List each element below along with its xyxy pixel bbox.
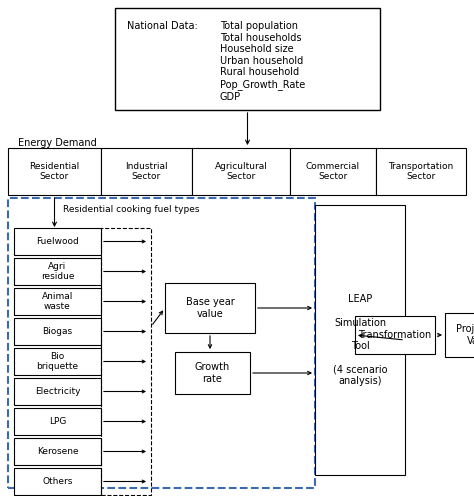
Text: Growth
rate: Growth rate [195, 362, 230, 384]
Text: Animal
waste: Animal waste [42, 292, 73, 311]
Bar [175, 352, 250, 394]
Bar [14, 258, 101, 285]
Text: LEAP

Simulation

Tool

(4 scenario
analysis): LEAP Simulation Tool (4 scenario analysi… [333, 295, 387, 385]
Text: Bio
briquette: Bio briquette [36, 352, 79, 371]
Text: Fuelwood: Fuelwood [36, 237, 79, 246]
Text: Energy Demand: Energy Demand [18, 138, 97, 148]
Bar [14, 348, 101, 375]
Text: Electricity: Electricity [35, 387, 80, 396]
Text: Residential
Sector: Residential Sector [29, 162, 80, 181]
Bar [14, 408, 101, 435]
Text: Transportation
Sector: Transportation Sector [388, 162, 454, 181]
Text: Residential cooking fuel types: Residential cooking fuel types [63, 205, 200, 214]
Bar [192, 148, 290, 195]
Bar [445, 313, 474, 357]
Bar [14, 468, 101, 495]
Bar [315, 205, 405, 475]
Text: Biogas: Biogas [43, 327, 73, 336]
Text: Base year
value: Base year value [186, 297, 234, 319]
Text: Transformation: Transformation [358, 330, 432, 340]
Text: Agri
residue: Agri residue [41, 262, 74, 281]
Text: Industrial
Sector: Industrial Sector [125, 162, 168, 181]
Bar [14, 228, 101, 255]
Bar [355, 316, 435, 354]
Text: Kerosene: Kerosene [36, 447, 78, 456]
Bar [14, 288, 101, 315]
Bar [165, 283, 255, 333]
Bar [14, 318, 101, 345]
Text: Commercial
Sector: Commercial Sector [306, 162, 360, 181]
Bar [101, 148, 192, 195]
Bar [14, 438, 101, 465]
Bar [8, 148, 101, 195]
Bar [376, 148, 466, 195]
Text: Projection
Value: Projection Value [456, 324, 474, 346]
Bar [115, 8, 380, 110]
Text: LPG: LPG [49, 417, 66, 426]
Bar [101, 228, 151, 495]
Text: National Data:: National Data: [127, 21, 198, 31]
Text: Others: Others [42, 477, 73, 486]
Text: Total population
Total households
Household size
Urban household
Rural household: Total population Total households Househ… [220, 21, 305, 102]
Text: Agricultural
Sector: Agricultural Sector [215, 162, 267, 181]
Bar [8, 198, 315, 488]
Bar [14, 378, 101, 405]
Bar [290, 148, 376, 195]
